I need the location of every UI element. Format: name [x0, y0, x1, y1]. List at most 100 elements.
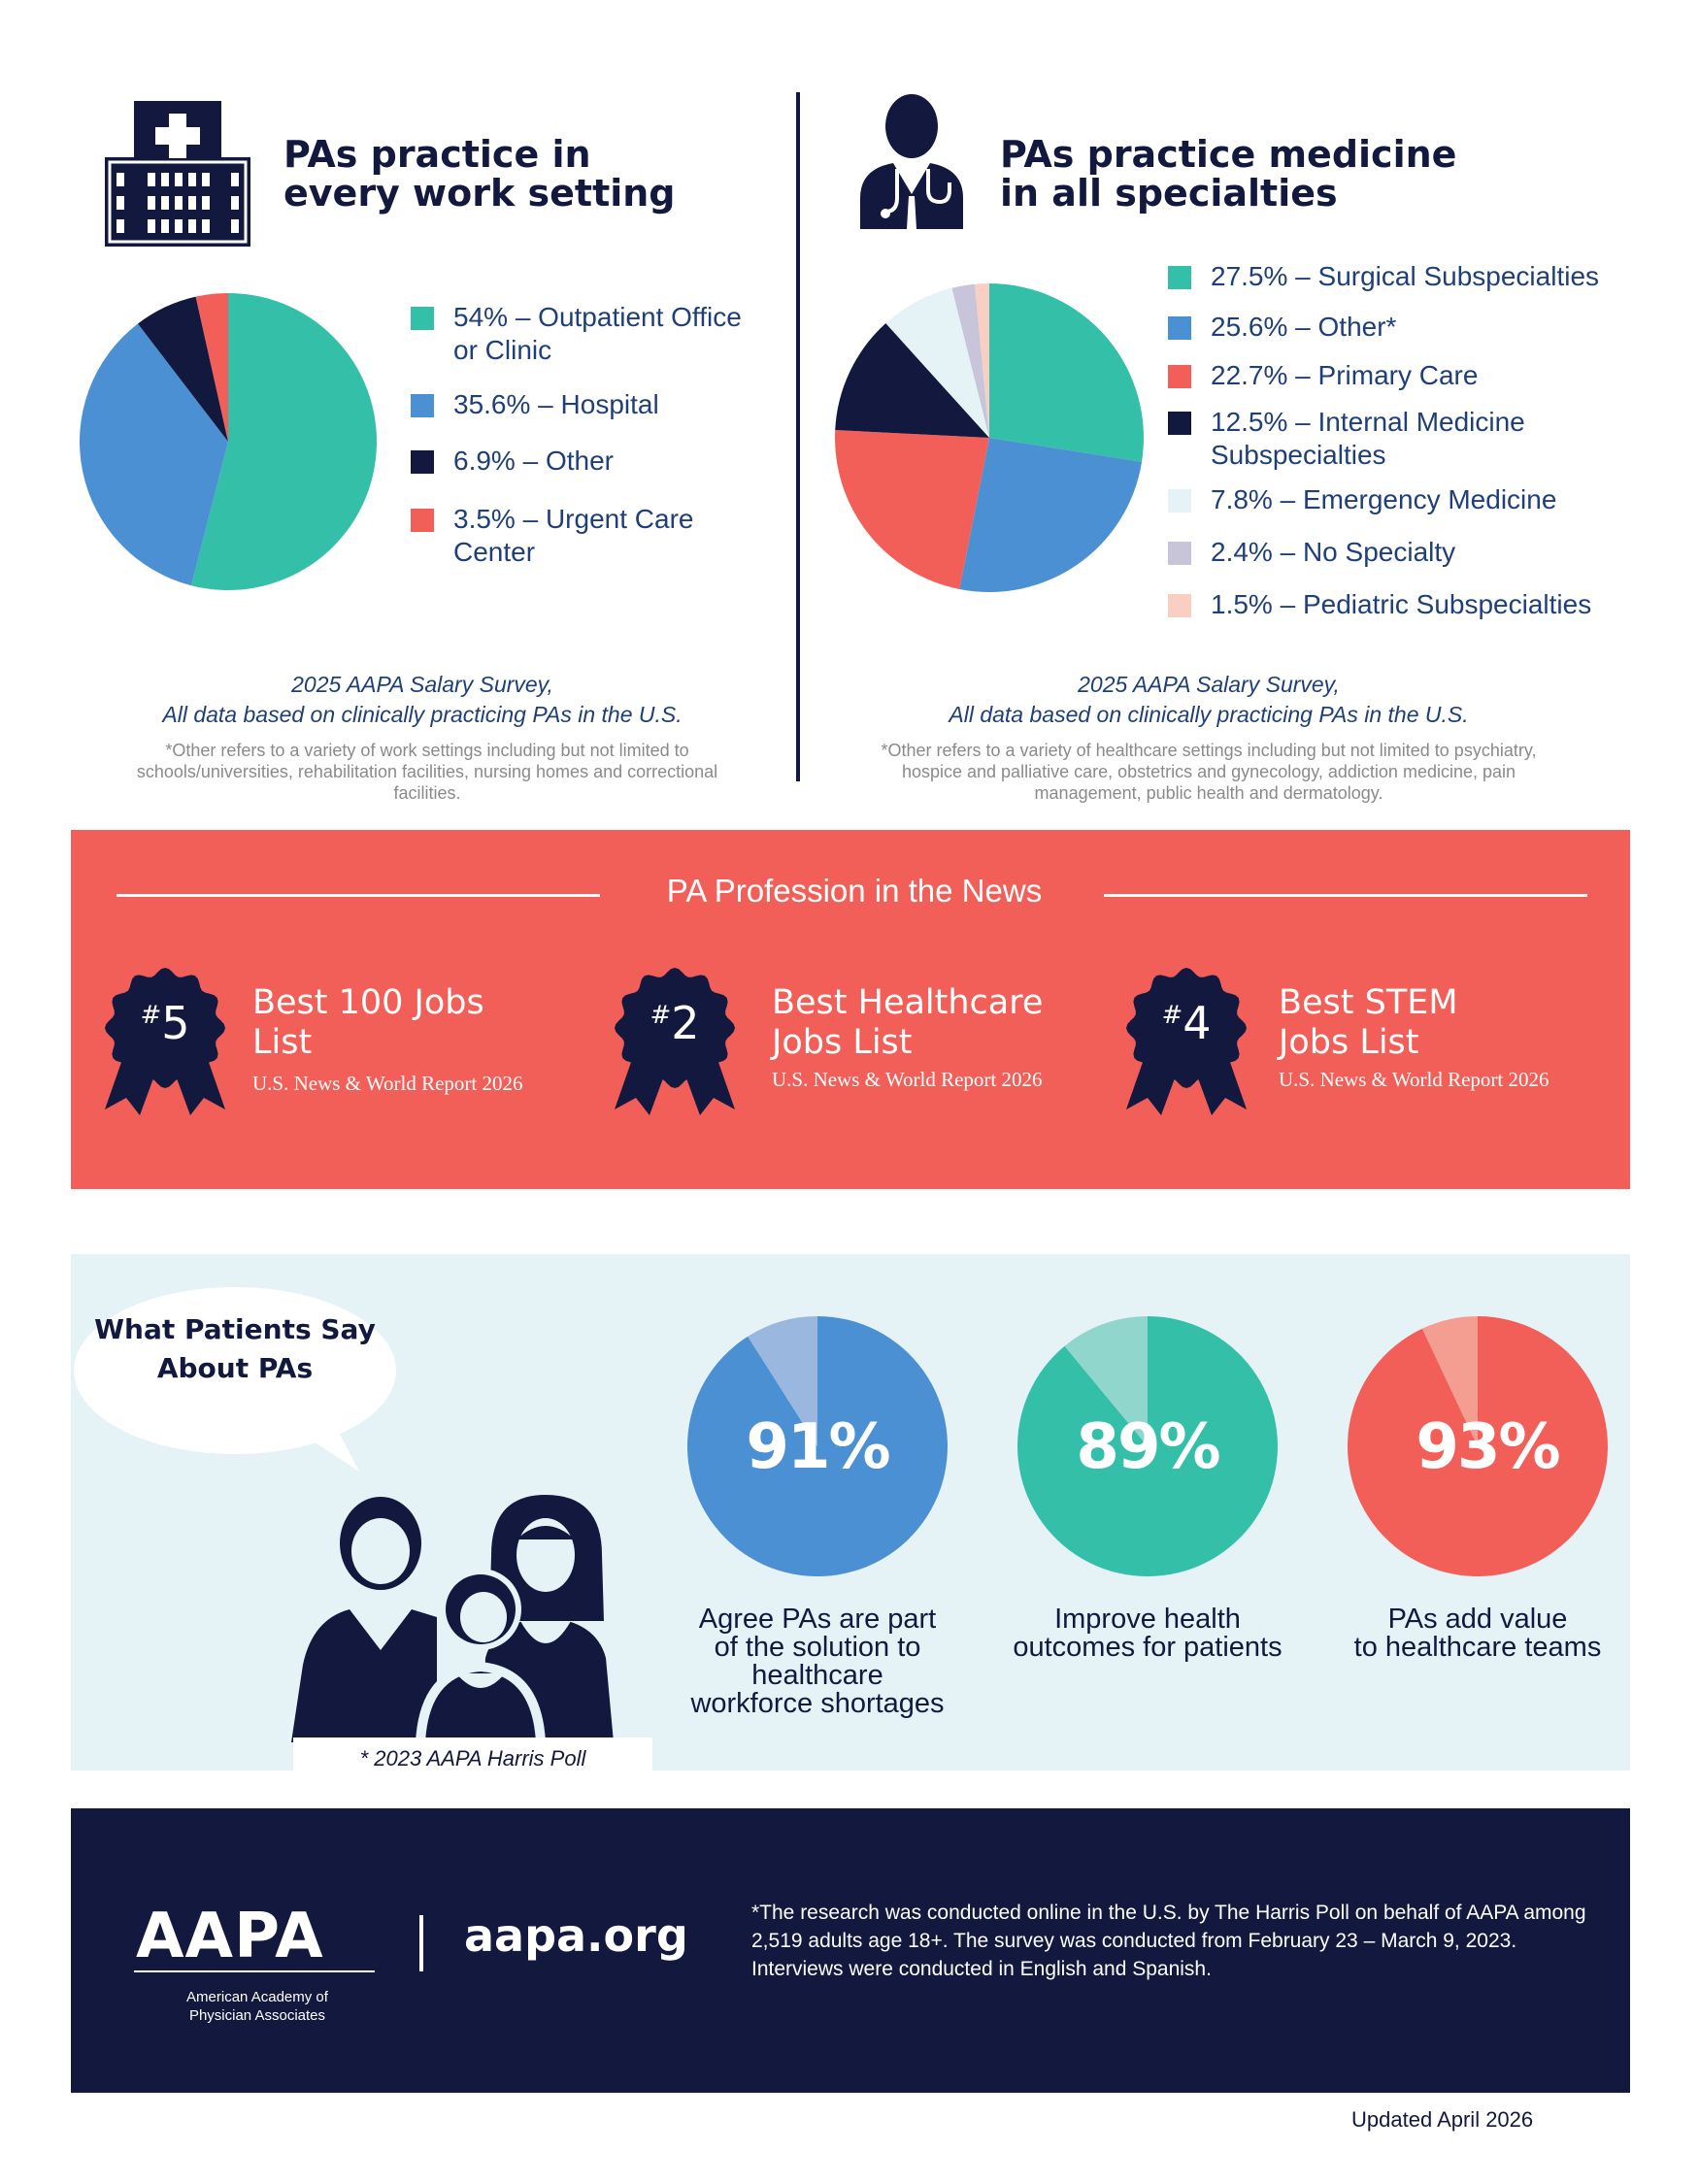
- footer-separator: [419, 1915, 423, 1971]
- stat-caption: Improve health outcomes for patients: [1013, 1604, 1283, 1663]
- pie-slice: [835, 323, 989, 438]
- pie-slice: [959, 438, 1143, 592]
- legend-item: 25.6% – Other*: [1168, 311, 1634, 344]
- settings-fine-print: *Other refers to a variety of work setti…: [136, 741, 718, 803]
- pie-slice: [190, 293, 378, 590]
- award-ribbon-icon: [105, 968, 225, 1115]
- legend-swatch: [1168, 412, 1191, 435]
- legend-item: 35.6% – Hospital: [411, 388, 780, 421]
- legend-label: 1.5% – Pediatric Subspecialties: [1211, 589, 1592, 619]
- aapa-org-name: American Academy of Physician Associates: [186, 1989, 328, 2024]
- stat-percent: 89%: [1076, 1411, 1220, 1483]
- poll-label-box: [293, 1737, 652, 1780]
- legend-swatch: [1168, 594, 1191, 617]
- pie-slice: [1421, 1316, 1478, 1446]
- specialties-heading: PAs practice medicine in all specialties: [1000, 133, 1457, 215]
- legend-item: 7.8% – Emergency Medicine: [1168, 483, 1634, 516]
- award-source: U.S. News & World Report 2026: [252, 1072, 523, 1095]
- legend-item: 54% – Outpatient Office or Clinic: [411, 301, 780, 367]
- legend-label: 12.5% – Internal Medicine Subspecialties: [1211, 407, 1525, 470]
- legend-label: 3.5% – Urgent Care Center: [453, 504, 694, 567]
- pie-slice: [834, 430, 989, 589]
- legend-item: 27.5% – Surgical Subspecialties: [1168, 260, 1634, 293]
- legend-item: 6.9% – Other: [411, 445, 780, 478]
- specialties-fine-print: *Other refers to a variety of healthcare…: [881, 741, 1537, 803]
- legend-swatch: [1168, 316, 1191, 340]
- award-ribbon-icon: [615, 968, 735, 1115]
- award-source: U.S. News & World Report 2026: [772, 1068, 1043, 1091]
- legend-label: 22.7% – Primary Care: [1211, 360, 1479, 390]
- footer: [71, 1808, 1630, 2093]
- work-setting-legend: 54% – Outpatient Office or Clinic 35.6% –…: [411, 301, 780, 569]
- aapa-link[interactable]: aapa.org: [464, 1909, 688, 1962]
- hospital-icon: [105, 101, 250, 247]
- specialties-legend: 27.5% – Surgical Subspecialties 25.6% – O…: [1168, 260, 1634, 621]
- doctor-icon: [860, 94, 963, 229]
- award-ribbon-icon: [1126, 968, 1247, 1115]
- stat-caption: PAs add value to healthcare teams: [1353, 1604, 1602, 1663]
- patients-family-icon: [291, 1495, 614, 1742]
- stat-caption: Agree PAs are part of the solution to he…: [690, 1604, 945, 1719]
- legend-item: 2.4% – No Specialty: [1168, 536, 1634, 569]
- pie-slice: [80, 323, 228, 586]
- news-title: PA Profession in the News: [666, 873, 1043, 909]
- legend-label: 27.5% – Surgical Subspecialties: [1211, 261, 1600, 291]
- legend-item: 3.5% – Urgent Care Center: [411, 503, 780, 569]
- legend-swatch: [1168, 266, 1191, 289]
- legend-swatch: [411, 307, 434, 330]
- column-divider: [796, 92, 800, 781]
- legend-swatch: [1168, 542, 1191, 565]
- bubble-title: What Patients Say About PAs: [94, 1313, 376, 1384]
- award-title: Best Healthcare Jobs List: [772, 983, 1044, 1062]
- speech-bubble: [74, 1287, 396, 1472]
- stat-pie-93: [1347, 1316, 1608, 1576]
- logo-underline: [134, 1970, 375, 1972]
- legend-label: 54% – Outpatient Office or Clinic: [453, 302, 742, 365]
- legend-swatch: [411, 509, 434, 532]
- pie-slice: [687, 1316, 949, 1576]
- specialties-survey-note: 2025 AAPA Salary Survey, All data based …: [949, 672, 1469, 727]
- legend-swatch: [411, 394, 434, 417]
- legend-swatch: [411, 450, 434, 474]
- news-rule-left: [117, 894, 600, 897]
- award-rank: #5: [140, 997, 190, 1049]
- pie-slice: [1017, 1316, 1279, 1576]
- settings-heading: PAs practice in every work setting: [283, 133, 676, 215]
- pie-slice: [975, 283, 989, 438]
- stat-percent: 91%: [746, 1411, 890, 1483]
- award-rank: #2: [650, 997, 700, 1049]
- legend-label: 7.8% – Emergency Medicine: [1211, 484, 1557, 514]
- pie-slice: [885, 287, 989, 438]
- aapa-logo: AAPA: [136, 1901, 324, 1972]
- news-section: [71, 830, 1630, 1189]
- legend-swatch: [1168, 489, 1191, 513]
- news-rule-right: [1104, 894, 1587, 897]
- updated-date: Updated April 2026: [1351, 2107, 1534, 2132]
- pie-slice: [1347, 1316, 1608, 1576]
- specialties-pie-chart: [834, 283, 1144, 592]
- stat-pie-89: [1017, 1316, 1279, 1576]
- pie-slice: [137, 296, 228, 442]
- pie-slice: [951, 283, 989, 438]
- legend-item: 12.5% – Internal Medicine Subspecialties: [1168, 406, 1634, 472]
- settings-survey-note: 2025 AAPA Salary Survey, All data based …: [162, 672, 683, 727]
- legend-item: 1.5% – Pediatric Subspecialties: [1168, 588, 1634, 621]
- award-source: U.S. News & World Report 2026: [1279, 1068, 1549, 1091]
- award-title: Best 100 Jobs List: [252, 983, 484, 1062]
- award-title: Best STEM Jobs List: [1279, 983, 1458, 1062]
- legend-label: 25.6% – Other*: [1211, 312, 1397, 342]
- stat-pie-91: [687, 1316, 949, 1576]
- pie-slice: [195, 293, 228, 442]
- award-rank: #4: [1161, 997, 1212, 1049]
- stat-percent: 93%: [1416, 1411, 1560, 1483]
- legend-label: 6.9% – Other: [453, 446, 614, 476]
- work-setting-pie-chart: [80, 293, 378, 590]
- pie-slice: [989, 283, 1144, 462]
- harris-poll-footnote: *The research was conducted online in th…: [751, 1902, 1586, 1980]
- poll-label: * 2023 AAPA Harris Poll: [359, 1746, 586, 1770]
- legend-item: 22.7% – Primary Care: [1168, 359, 1634, 392]
- pie-slice: [748, 1316, 817, 1446]
- legend-label: 2.4% – No Specialty: [1211, 537, 1456, 567]
- pie-slice: [1064, 1316, 1148, 1446]
- legend-label: 35.6% – Hospital: [453, 389, 659, 419]
